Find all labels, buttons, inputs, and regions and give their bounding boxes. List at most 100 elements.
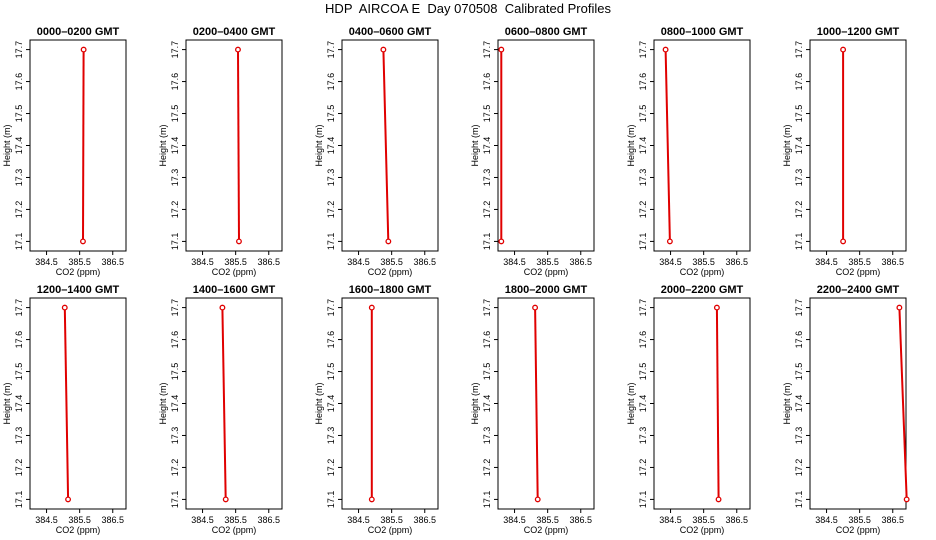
panel-title: 0600–0800 GMT <box>505 26 588 38</box>
y-tick-label: 17.2 <box>326 459 336 477</box>
plot-frame <box>341 297 439 510</box>
y-tick-label: 17.5 <box>14 363 24 381</box>
y-tick-label: 17.3 <box>14 427 24 445</box>
y-tick-label: 17.1 <box>14 491 24 509</box>
y-tick-label: 17.1 <box>326 491 336 509</box>
x-tick-label: 384.5 <box>659 515 682 525</box>
plot-frame <box>497 297 595 510</box>
y-tick-label: 17.6 <box>326 331 336 349</box>
y-tick-label: 17.1 <box>326 233 336 251</box>
plot-frame <box>809 297 907 510</box>
profile-line <box>382 49 390 242</box>
x-axis-label: CO2 (ppm) <box>836 525 881 535</box>
data-point <box>222 496 229 503</box>
panel-title: 1600–1800 GMT <box>349 284 432 296</box>
x-tick-label: 384.5 <box>347 515 370 525</box>
y-tick-label: 17.3 <box>326 427 336 445</box>
x-tick-label: 385.5 <box>380 257 403 267</box>
profile-line <box>237 49 240 242</box>
y-tick-label: 17.4 <box>170 395 180 413</box>
x-axis-label: CO2 (ppm) <box>368 267 413 277</box>
y-tick-label: 17.6 <box>638 73 648 91</box>
x-tick-label: 385.5 <box>848 515 871 525</box>
y-tick-label: 17.2 <box>14 201 24 219</box>
y-tick-label: 17.1 <box>14 233 24 251</box>
y-tick-label: 17.2 <box>14 459 24 477</box>
x-tick-label: 384.5 <box>191 515 214 525</box>
x-tick-label: 385.5 <box>224 257 247 267</box>
y-tick-label: 17.4 <box>794 137 804 155</box>
y-tick-label: 17.1 <box>482 491 492 509</box>
x-axis-label: CO2 (ppm) <box>56 267 101 277</box>
data-point <box>896 304 903 311</box>
y-tick-label: 17.2 <box>638 201 648 219</box>
x-tick-label: 386.5 <box>725 257 748 267</box>
plot-frame <box>497 39 595 252</box>
x-tick-label: 386.5 <box>881 257 904 267</box>
data-point <box>840 238 847 245</box>
y-tick-label: 17.4 <box>326 137 336 155</box>
y-axis-label: Height (m) <box>158 124 168 166</box>
y-axis-label: Height (m) <box>626 124 636 166</box>
y-tick-label: 17.2 <box>170 201 180 219</box>
y-tick-label: 17.4 <box>14 137 24 155</box>
y-tick-label: 17.2 <box>794 201 804 219</box>
y-tick-label: 17.2 <box>326 201 336 219</box>
x-tick-label: 384.5 <box>815 515 838 525</box>
x-tick-label: 386.5 <box>881 515 904 525</box>
plot-frame <box>29 297 127 510</box>
y-tick-label: 17.7 <box>14 299 24 317</box>
y-tick-label: 17.7 <box>170 299 180 317</box>
profile-line <box>715 307 720 500</box>
y-axis-label: Height (m) <box>470 382 480 424</box>
y-tick-label: 17.5 <box>326 105 336 123</box>
x-tick-label: 386.5 <box>569 257 592 267</box>
panel-title: 1800–2000 GMT <box>505 284 588 296</box>
data-point <box>498 238 505 245</box>
y-tick-label: 17.4 <box>638 395 648 413</box>
x-tick-label: 384.5 <box>347 257 370 267</box>
data-point <box>368 496 375 503</box>
profile-line <box>898 307 908 500</box>
y-tick-label: 17.7 <box>482 299 492 317</box>
y-tick-label: 17.4 <box>638 137 648 155</box>
y-tick-label: 17.3 <box>482 427 492 445</box>
y-tick-label: 17.5 <box>170 363 180 381</box>
y-tick-label: 17.7 <box>170 41 180 59</box>
x-tick-label: 386.5 <box>257 257 280 267</box>
profile-line <box>63 307 70 500</box>
data-point <box>65 496 72 503</box>
y-tick-label: 17.5 <box>794 105 804 123</box>
y-tick-label: 17.6 <box>638 331 648 349</box>
y-tick-label: 17.6 <box>14 73 24 91</box>
x-tick-label: 386.5 <box>101 515 124 525</box>
y-tick-label: 17.1 <box>170 491 180 509</box>
y-tick-label: 17.2 <box>482 201 492 219</box>
panel-title: 1200–1400 GMT <box>37 284 120 296</box>
profile-line <box>664 49 671 242</box>
x-tick-label: 384.5 <box>191 257 214 267</box>
y-tick-label: 17.7 <box>794 41 804 59</box>
data-point <box>236 238 242 245</box>
data-point <box>715 496 722 503</box>
y-axis-label: Height (m) <box>626 382 636 424</box>
y-tick-label: 17.3 <box>14 169 24 187</box>
y-tick-label: 17.4 <box>170 137 180 155</box>
y-tick-label: 17.5 <box>170 105 180 123</box>
data-point <box>713 304 720 311</box>
data-point <box>80 238 86 245</box>
x-tick-label: 384.5 <box>503 257 526 267</box>
x-tick-label: 386.5 <box>257 515 280 525</box>
profile-line <box>221 307 227 500</box>
y-tick-label: 17.6 <box>170 331 180 349</box>
y-tick-label: 17.7 <box>14 41 24 59</box>
y-axis-label: Height (m) <box>2 124 12 166</box>
x-axis-label: CO2 (ppm) <box>212 525 257 535</box>
data-point <box>61 304 68 311</box>
y-tick-label: 17.5 <box>638 363 648 381</box>
